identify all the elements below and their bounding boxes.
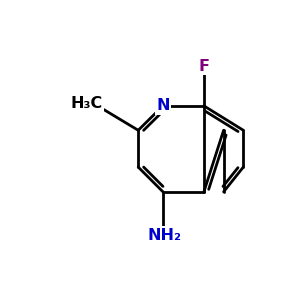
- Text: F: F: [198, 58, 209, 74]
- Text: N: N: [156, 98, 170, 113]
- Text: NH₂: NH₂: [147, 228, 182, 243]
- Text: H₃C: H₃C: [70, 96, 103, 111]
